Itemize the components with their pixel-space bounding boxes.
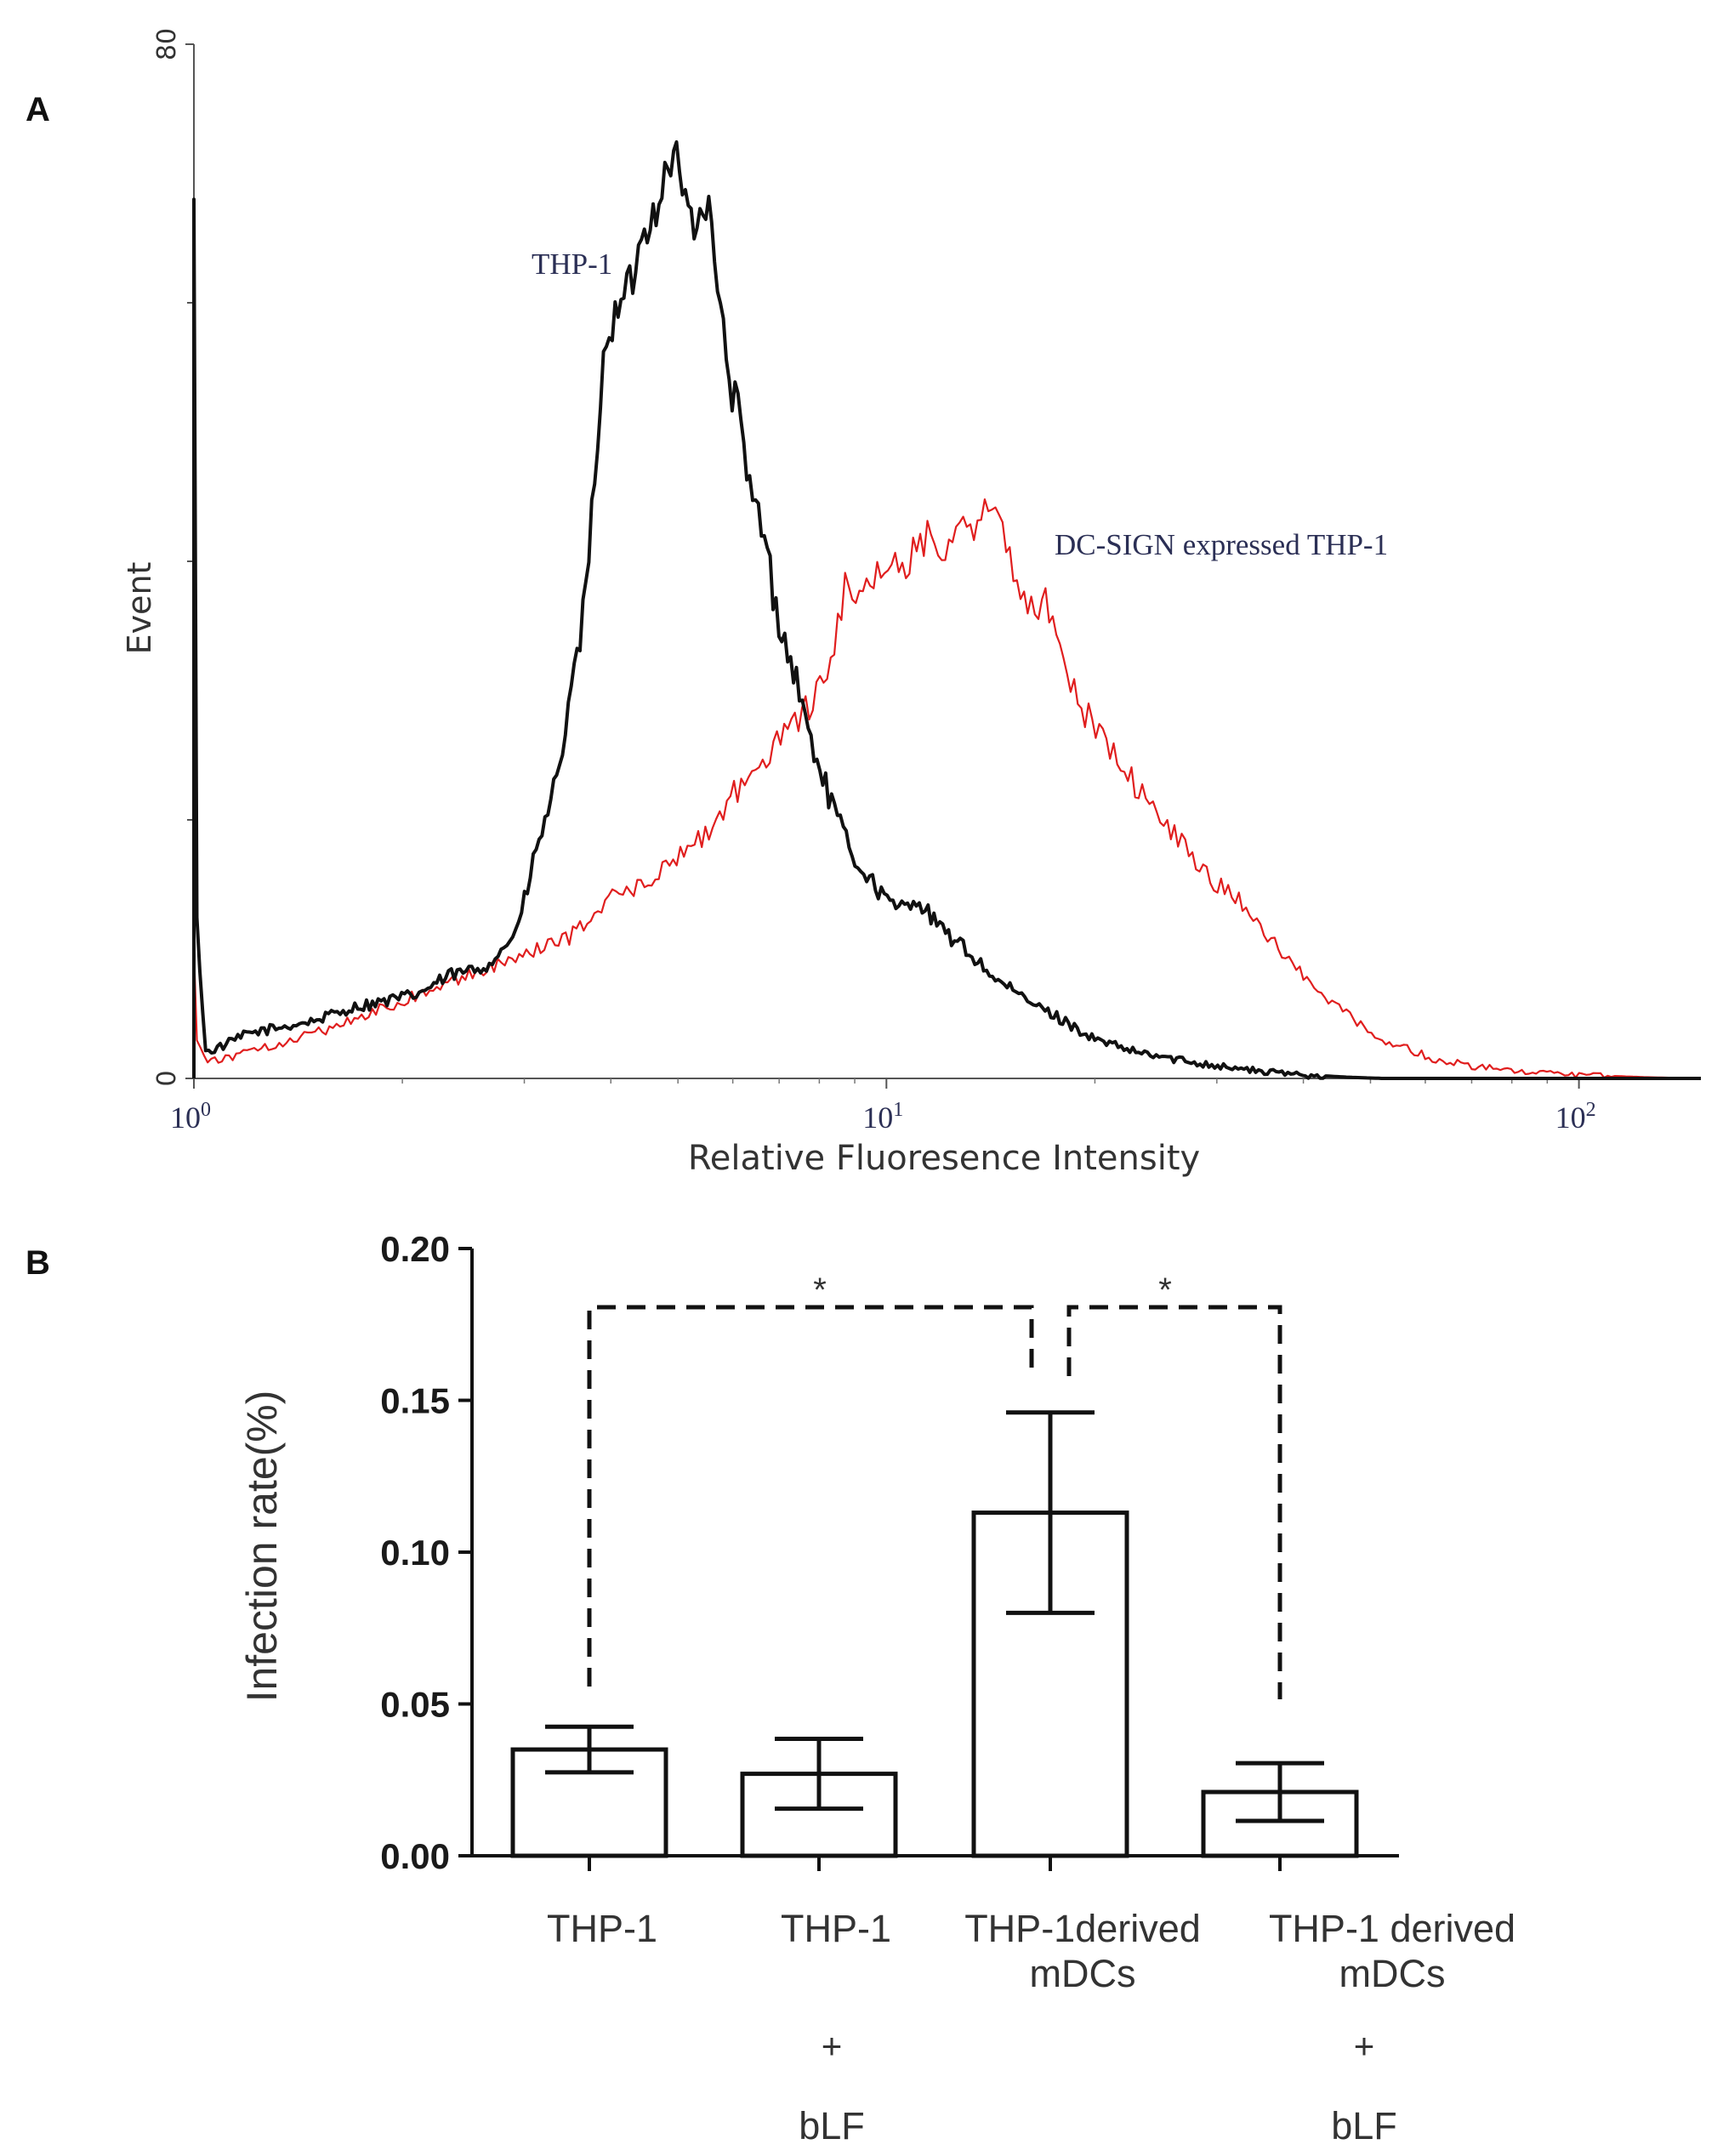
a-y-tick-label: 80	[152, 28, 182, 60]
b-y-tick-label: 0.05	[380, 1685, 450, 1725]
panel-a-series	[192, 139, 1702, 1080]
category-modifier: bLF	[1331, 2104, 1397, 2147]
category-modifier: bLF	[799, 2104, 865, 2147]
category-label-line: mDCs	[1030, 1952, 1136, 1995]
a-y-tick-label: 0	[152, 1070, 182, 1086]
significance-star: *	[813, 1271, 827, 1309]
panel-a-histogram: A 0 80 100 101 102 THP-1 DC-SIGN expressed T…	[26, 28, 1702, 1178]
thp1-histogram-line	[192, 139, 1701, 1080]
a-x-tick-label: 101	[862, 1099, 903, 1135]
category-label-line: mDCs	[1339, 1952, 1446, 1995]
panel-b-bars	[510, 1410, 1359, 1858]
panel-a-axes: 0 80 100 101 102	[152, 28, 1701, 1135]
b-y-tick-label: 0.10	[380, 1533, 450, 1573]
b-y-tick-label: 0.20	[380, 1229, 450, 1269]
category-label-line: THP-1 derived	[1269, 1907, 1515, 1950]
panel-b-significance: * *	[587, 1271, 1282, 1699]
b-y-axis-title: Infection rate(%)	[238, 1391, 286, 1703]
b-y-tick-label: 0.15	[380, 1381, 450, 1421]
a-y-axis-title: Event	[121, 562, 158, 655]
a-x-tick-label: 102	[1555, 1099, 1596, 1135]
dc-sign-histogram-line	[192, 498, 1702, 1080]
thp1-annotation: THP-1	[532, 247, 612, 281]
a-x-axis-title: Relative Fluoresence Intensity	[688, 1139, 1200, 1178]
panel-b-bar-chart: B 0.000.050.100.150.20 * * THP-1 THP-1+bLF…	[26, 1229, 1515, 2147]
b-y-tick-label: 0.00	[380, 1836, 450, 1876]
category-plus-sign: +	[822, 2026, 843, 2066]
a-x-tick-label: 100	[170, 1099, 211, 1135]
significance-bracket-2	[1066, 1305, 1282, 1699]
significance-star: *	[1158, 1271, 1172, 1309]
significance-bracket-1	[587, 1305, 1034, 1687]
category-label-line: THP-1	[781, 1907, 891, 1950]
category-label-line: THP-1	[547, 1907, 657, 1950]
panel-a-label: A	[26, 91, 50, 128]
dc-sign-annotation: DC-SIGN expressed THP-1	[1055, 528, 1388, 561]
panel-b-label: B	[26, 1244, 50, 1282]
category-plus-sign: +	[1354, 2026, 1375, 2066]
category-label-line: THP-1derived	[964, 1907, 1201, 1950]
